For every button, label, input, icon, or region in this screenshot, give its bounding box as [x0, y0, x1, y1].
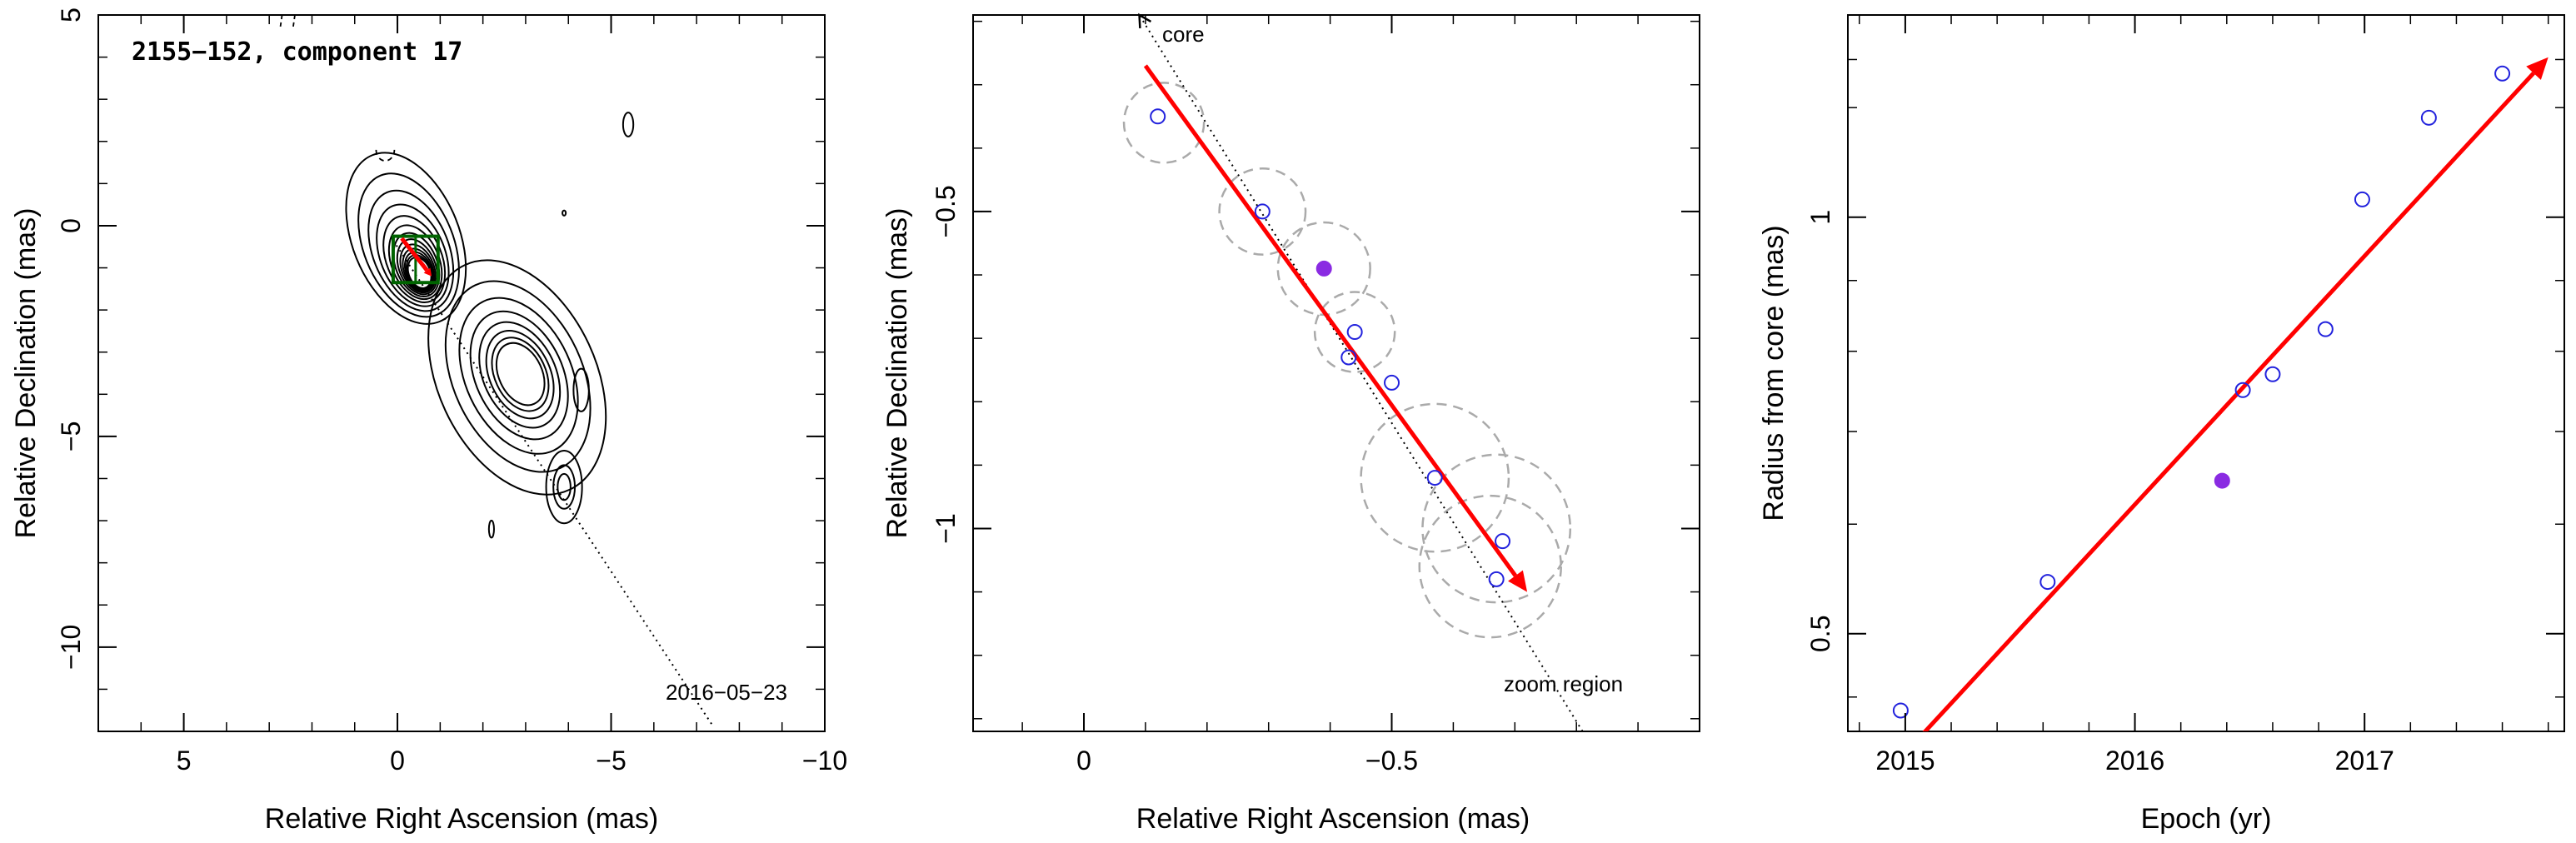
y-axis-label: Relative Declination (mas) [10, 208, 42, 539]
x-tick-label: 2016 [2105, 746, 2164, 776]
fit-arrow-head [2526, 57, 2549, 80]
panel-1-frame [97, 14, 826, 732]
panel-1-marks: 5 0 −5 −10 5 0 −5 −10 [56, 7, 847, 776]
error-circle [1360, 402, 1510, 553]
core-direction-label: core [1162, 22, 1205, 47]
lobe-contour [491, 337, 550, 412]
minor-contour [487, 519, 495, 539]
error-circle [1421, 453, 1572, 604]
lobe-contour [495, 342, 546, 407]
epoch-point [2420, 109, 2437, 126]
panel-radius-vs-epoch: 2015 2016 2017 0.5 1 Epoch (yr) Radius from … [1758, 14, 2565, 835]
error-circle [1218, 167, 1307, 256]
epoch-point [1150, 108, 1166, 125]
knot-contour [545, 449, 583, 525]
core-direction-arrowhead [1138, 12, 1152, 29]
x-axis-label: Relative Right Ascension (mas) [265, 803, 658, 835]
panel-2-frame [972, 14, 1700, 732]
epoch-point [2264, 366, 2281, 382]
fit-arrow-group [1922, 57, 2549, 731]
core-contour [357, 172, 460, 318]
y-tick-label: −0.5 [931, 185, 961, 237]
x-tick-label: −10 [802, 746, 847, 776]
x-axis-label: Epoch (yr) [2141, 803, 2272, 835]
core-direction-line [1138, 14, 1584, 732]
epoch-point [2494, 65, 2511, 82]
core-contour [345, 152, 467, 325]
epoch-point [1892, 702, 1909, 719]
y-tick-label: −10 [56, 625, 86, 670]
panel-2-marks: 0 −0.5 −0.5 −1 [931, 12, 1700, 776]
x-tick-label: 2017 [2335, 746, 2394, 776]
epoch-date-label: 2016−05−23 [666, 680, 787, 705]
x-tick-label: 0 [390, 746, 405, 776]
x-axis-label: Relative Right Ascension (mas) [1136, 803, 1530, 835]
minor-contour [572, 367, 590, 412]
lobe-contour [444, 280, 592, 473]
lobe-contour [485, 329, 555, 420]
lobe-contour [458, 297, 579, 455]
motion-arrow-head [1508, 570, 1528, 592]
epoch-point [2354, 191, 2370, 207]
epoch-point [1488, 571, 1505, 587]
x-tick-label: 5 [177, 746, 192, 776]
trajectory-line [392, 240, 715, 728]
motion-arrow [1143, 64, 1518, 577]
zoom-region-label: zoom region [1504, 671, 1623, 696]
panel-3-frame [1847, 14, 2565, 732]
motion-arrow [400, 237, 429, 272]
error-circle [1313, 291, 1396, 373]
epoch-point [2234, 382, 2251, 398]
minor-contour [562, 209, 567, 217]
core-contour [396, 238, 438, 296]
current-epoch-point [2214, 472, 2230, 489]
y-axis-label: Radius from core (mas) [1758, 225, 1790, 521]
contour-map [279, 14, 635, 539]
epoch-point [1495, 533, 1511, 550]
x-tick-label: −5 [596, 746, 626, 776]
y-tick-label: 5 [56, 7, 86, 22]
y-axis-label: Relative Declination (mas) [881, 208, 913, 539]
panel-3-marks: 2015 2016 2017 0.5 1 [1805, 15, 2564, 776]
y-tick-label: 0.5 [1805, 616, 1835, 652]
lobe-contour [427, 259, 607, 496]
y-tick-label: 0 [56, 218, 86, 233]
minor-contour [622, 112, 635, 137]
x-tick-label: 2015 [1875, 746, 1934, 776]
epoch-point [2317, 321, 2334, 337]
negative-contour [375, 149, 396, 162]
error-circle [1418, 494, 1562, 639]
negative-contour [279, 14, 296, 27]
panel-map: 5 0 −5 −10 5 0 −5 −10 2155−152, component 17 20… [10, 7, 847, 835]
panel-zoom: 0 −0.5 −0.5 −1 core zoom region Relative Ri… [881, 12, 1700, 835]
fit-arrow [1922, 72, 2535, 731]
x-tick-label: 0 [1076, 746, 1091, 776]
core-contour [367, 189, 455, 312]
epoch-point [1340, 349, 1357, 366]
core-contour [382, 215, 447, 303]
epoch-point [1254, 203, 1271, 220]
epoch-point [2039, 574, 2056, 591]
error-circle [1122, 82, 1206, 164]
epoch-point [1384, 374, 1400, 391]
y-tick-label: 1 [1805, 210, 1835, 225]
y-tick-label: −1 [931, 513, 961, 543]
x-tick-label: −0.5 [1365, 746, 1418, 776]
epoch-point [1426, 470, 1443, 486]
y-tick-label: −5 [56, 422, 86, 451]
motion-arrow-head [423, 267, 432, 277]
lobe-contour [469, 310, 569, 441]
knot-contour [557, 472, 572, 501]
current-epoch-point [1315, 260, 1332, 277]
knot-contour [552, 464, 577, 510]
source-title: 2155−152, component 17 [132, 37, 462, 67]
epoch-point [1346, 324, 1363, 341]
lobe-contour [478, 321, 562, 429]
